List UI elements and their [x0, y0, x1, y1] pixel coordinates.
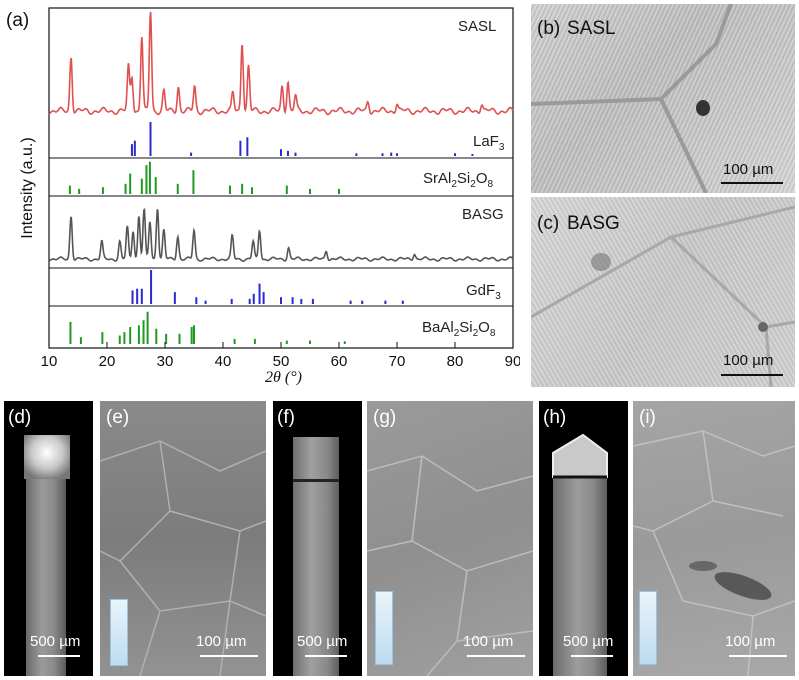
x-tick-label: 60	[331, 353, 348, 370]
panel-label-f: (f)	[277, 407, 295, 428]
series-label-sral2si2o8: SrAl2Si2O8	[423, 170, 494, 190]
scale-bar-e	[200, 655, 258, 657]
scale-text-d: 500 µm	[30, 633, 81, 650]
x-axis-label-text: 2θ (°)	[265, 369, 302, 386]
photo-h: (h) 500 µm	[539, 401, 628, 676]
micrograph-b-title: SASL	[567, 18, 616, 39]
panel-label-h: (h)	[543, 407, 567, 428]
x-tick-label: 80	[447, 353, 464, 370]
scale-bar-h	[571, 655, 613, 657]
micrograph-i: (i) 100 µm	[633, 401, 795, 676]
grain-boundaries-b	[531, 4, 733, 193]
micrograph-c: (c) BASG 100 µm	[531, 197, 795, 387]
x-tick-label: 40	[215, 353, 232, 370]
crystal-tip-h	[552, 433, 608, 479]
grain-boundaries-e	[100, 440, 266, 676]
series-label-baal2si2o8: BaAl2Si2O8	[422, 319, 496, 339]
crystal-inset-icon	[639, 591, 657, 665]
pattern-line-3	[48, 208, 514, 262]
photo-d: (d) 500 µm	[4, 401, 93, 676]
x-tick-label: 10	[41, 353, 58, 370]
scale-text-i: 100 µm	[725, 633, 776, 650]
x-axis-label: 2θ (°)	[265, 369, 302, 387]
grain-boundaries-c	[531, 205, 795, 387]
x-tick-label: 50	[273, 353, 290, 370]
crystal-inset-icon	[110, 599, 128, 666]
panel-label-g: (g)	[373, 407, 397, 428]
grain-boundaries-g	[367, 455, 533, 676]
panel-label-e: (e)	[106, 407, 130, 428]
scale-text-e: 100 µm	[196, 633, 247, 650]
series-label-laf3: LaF3	[473, 133, 505, 153]
panel-label-c: (c)	[537, 213, 560, 234]
crystal-rod-f	[293, 437, 339, 676]
series-label-basg: BASG	[462, 206, 504, 223]
series-label-gdf3: GdF3	[466, 282, 501, 302]
scale-text-g: 100 µm	[463, 633, 514, 650]
scale-bar-d	[38, 655, 80, 657]
crystal-top-band-f	[293, 479, 339, 482]
crystal-rod-d	[26, 441, 66, 676]
scale-bar-f	[305, 655, 347, 657]
micrograph-b: (b) SASL 100 µm	[531, 4, 795, 193]
xrd-chart: 10 20 30 40 50 60 70 80 90 Intensity (a.u.)	[19, 7, 520, 370]
panel-label-b: (b)	[537, 18, 561, 39]
series-label-sasl: SASL	[458, 18, 497, 35]
photo-f: (f) 500 µm	[273, 401, 362, 676]
micrograph-e: (e) 100 µm	[100, 401, 266, 676]
micrograph-c-title: BASG	[567, 213, 620, 234]
grain-boundaries-i	[633, 430, 795, 676]
scale-text-c: 100 µm	[723, 352, 774, 369]
x-tick-label: 90	[505, 353, 520, 370]
scale-bar-g	[467, 655, 525, 657]
micrograph-g: (g) 100 µm	[367, 401, 533, 676]
crystal-rod-h	[553, 475, 607, 676]
scale-text-b: 100 µm	[723, 161, 774, 178]
crystal-cap-d	[24, 435, 70, 479]
x-tick-label: 30	[157, 353, 174, 370]
y-axis-label: Intensity (a.u.)	[19, 137, 36, 238]
x-tick-label: 70	[389, 353, 406, 370]
scale-bar-b	[721, 182, 783, 184]
scale-bar-i	[729, 655, 787, 657]
scale-text-f: 500 µm	[297, 633, 348, 650]
crystal-inset-icon	[375, 591, 393, 665]
scale-text-h: 500 µm	[563, 633, 614, 650]
pattern-line-0	[48, 11, 514, 116]
panel-label-a: (a)	[6, 10, 30, 31]
scale-bar-c	[721, 374, 783, 376]
x-tick-label: 20	[99, 353, 116, 370]
panel-label-d: (d)	[8, 407, 32, 428]
panel-label-i: (i)	[639, 407, 656, 428]
